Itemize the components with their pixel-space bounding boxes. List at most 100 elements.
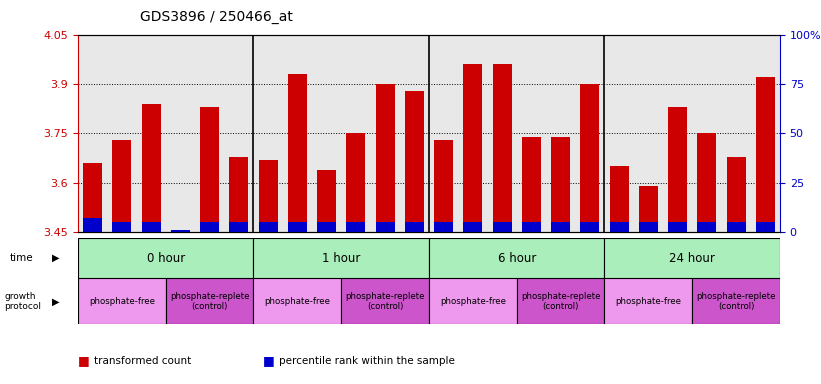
Bar: [229, 222, 249, 232]
Bar: [697, 133, 717, 232]
Bar: [282, 35, 312, 232]
Text: ■: ■: [263, 354, 274, 367]
Bar: [576, 35, 604, 232]
Bar: [668, 222, 687, 232]
Bar: [463, 222, 483, 232]
Bar: [370, 35, 400, 232]
Bar: [108, 35, 136, 232]
Text: 6 hour: 6 hour: [498, 252, 536, 265]
Bar: [166, 278, 254, 324]
Bar: [346, 133, 365, 232]
Bar: [668, 107, 687, 232]
Bar: [639, 186, 658, 232]
Bar: [609, 222, 629, 232]
Bar: [200, 107, 219, 232]
Bar: [727, 222, 745, 232]
Bar: [141, 222, 161, 232]
Bar: [522, 137, 541, 232]
Text: 1 hour: 1 hour: [322, 252, 360, 265]
Bar: [493, 222, 511, 232]
Bar: [580, 222, 599, 232]
Bar: [604, 278, 692, 324]
Text: phosphate-replete
(control): phosphate-replete (control): [521, 292, 600, 311]
Bar: [78, 278, 166, 324]
Text: GDS3896 / 250466_at: GDS3896 / 250466_at: [140, 10, 292, 23]
Bar: [312, 35, 342, 232]
Bar: [83, 163, 102, 232]
Bar: [171, 230, 190, 232]
Text: phosphate-free: phosphate-free: [264, 297, 330, 306]
Bar: [375, 222, 395, 232]
Bar: [522, 137, 541, 232]
Bar: [697, 133, 717, 232]
Bar: [288, 222, 307, 232]
Bar: [458, 35, 488, 232]
Bar: [288, 74, 307, 232]
Bar: [697, 222, 717, 232]
Bar: [493, 64, 511, 232]
Text: growth
protocol: growth protocol: [4, 292, 41, 311]
Bar: [224, 35, 254, 232]
Bar: [346, 133, 365, 232]
Bar: [112, 222, 131, 232]
Text: phosphate-replete
(control): phosphate-replete (control): [346, 292, 424, 311]
Bar: [317, 170, 336, 232]
Bar: [136, 35, 166, 232]
Bar: [200, 222, 219, 232]
Bar: [405, 91, 424, 232]
Bar: [141, 104, 161, 232]
Text: ▶: ▶: [52, 253, 59, 263]
Bar: [609, 166, 629, 232]
Bar: [259, 222, 277, 232]
Bar: [200, 107, 219, 232]
Bar: [195, 35, 224, 232]
Bar: [727, 222, 745, 232]
Bar: [580, 84, 599, 232]
Bar: [580, 222, 599, 232]
Bar: [609, 166, 629, 232]
Bar: [317, 222, 336, 232]
Bar: [722, 35, 750, 232]
Bar: [546, 35, 576, 232]
Text: ■: ■: [78, 354, 89, 367]
Bar: [551, 222, 570, 232]
Bar: [78, 238, 254, 278]
Bar: [288, 74, 307, 232]
Bar: [551, 137, 570, 232]
Bar: [342, 35, 370, 232]
Bar: [259, 222, 277, 232]
Bar: [434, 140, 453, 232]
Text: phosphate-replete
(control): phosphate-replete (control): [696, 292, 776, 311]
Text: 24 hour: 24 hour: [669, 252, 715, 265]
Bar: [756, 222, 775, 232]
Bar: [463, 222, 483, 232]
Bar: [604, 35, 634, 232]
Bar: [434, 222, 453, 232]
Bar: [692, 278, 780, 324]
Text: phosphate-replete
(control): phosphate-replete (control): [170, 292, 250, 311]
Bar: [434, 140, 453, 232]
Bar: [141, 104, 161, 232]
Bar: [166, 35, 195, 232]
Text: ▶: ▶: [52, 296, 59, 306]
Bar: [750, 35, 780, 232]
Bar: [375, 222, 395, 232]
Bar: [254, 238, 429, 278]
Bar: [112, 140, 131, 232]
Bar: [317, 222, 336, 232]
Text: phosphate-free: phosphate-free: [440, 297, 506, 306]
Bar: [346, 222, 365, 232]
Bar: [516, 35, 546, 232]
Bar: [288, 222, 307, 232]
Text: phosphate-free: phosphate-free: [615, 297, 681, 306]
Bar: [317, 170, 336, 232]
Bar: [229, 222, 249, 232]
Text: percentile rank within the sample: percentile rank within the sample: [279, 356, 455, 366]
Bar: [522, 222, 541, 232]
Text: phosphate-free: phosphate-free: [89, 297, 155, 306]
Bar: [668, 107, 687, 232]
Bar: [692, 35, 722, 232]
Bar: [756, 78, 775, 232]
Bar: [229, 157, 249, 232]
Bar: [259, 160, 277, 232]
